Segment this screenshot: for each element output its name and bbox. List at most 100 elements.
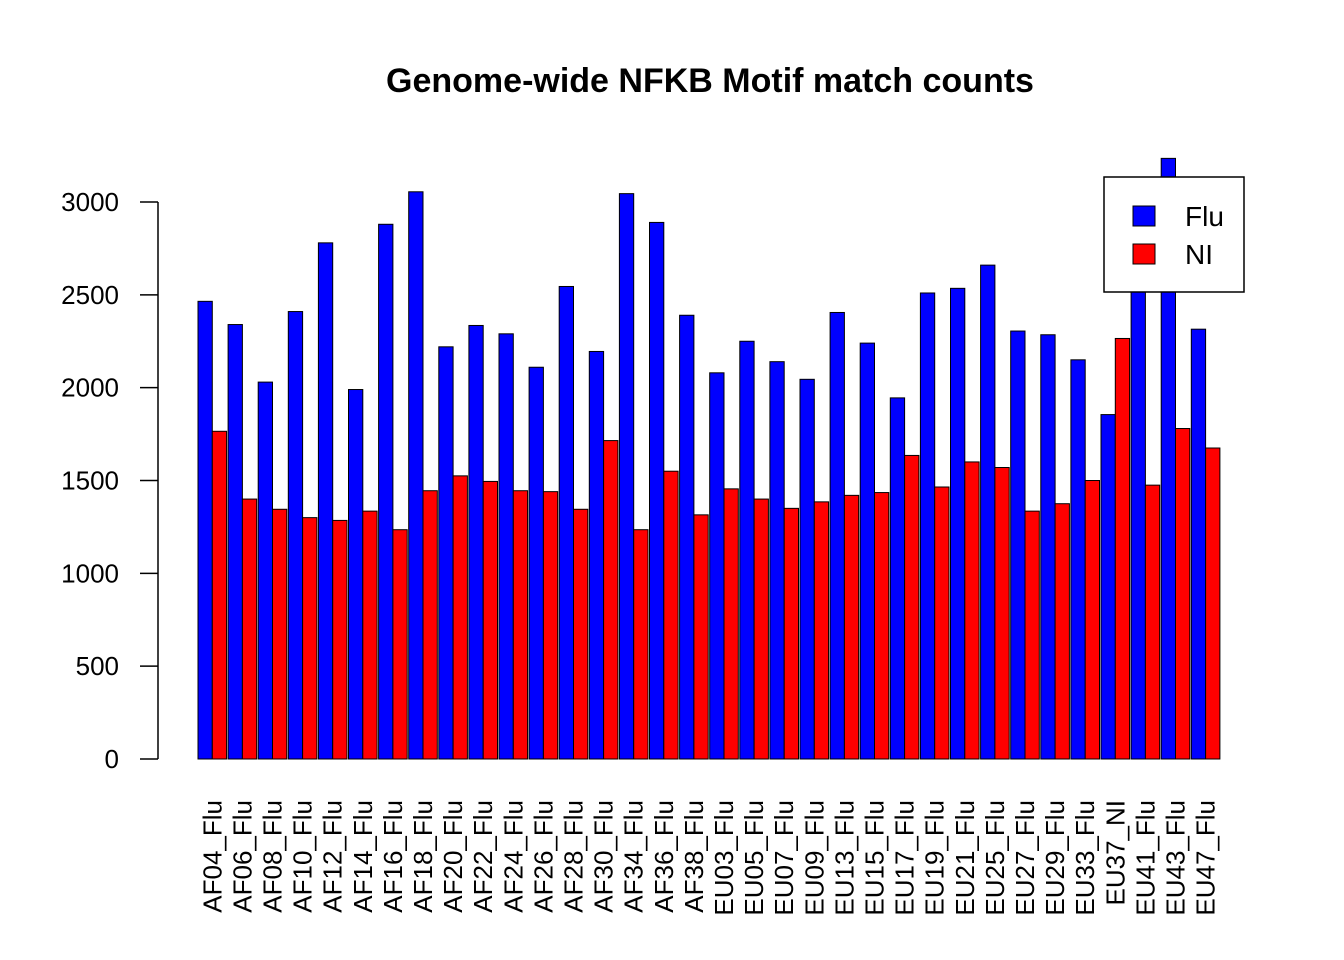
bar-ni (633, 529, 649, 760)
x-axis-labels: AF04_Flu AF06_Flu AF08_Flu AF10_Flu AF12_Flu… (197, 800, 1220, 916)
bar-flu (859, 342, 876, 760)
bar-flu (799, 378, 815, 760)
y-tick-label: 0 (105, 744, 119, 774)
bar-flu (739, 340, 755, 760)
bar-ni (422, 490, 438, 760)
x-tick-label: AF26_Flu (528, 800, 558, 913)
bar-flu (438, 346, 454, 760)
x-tick-label: AF04_Flu (197, 800, 227, 913)
x-tick-label: AF24_Flu (498, 800, 528, 913)
x-tick-label: EU25_Flu (980, 800, 1010, 916)
x-tick-label: AF38_Flu (679, 800, 709, 913)
x-tick-label: EU15_Flu (860, 800, 890, 916)
bar-ni (1024, 510, 1040, 760)
bar-ni (603, 440, 619, 760)
bar-ni (1114, 337, 1131, 760)
x-tick-label: EU03_Flu (709, 800, 739, 916)
chart-title: Genome-wide NFKB Motif match counts (386, 62, 1034, 100)
bar-ni (874, 492, 890, 760)
y-tick-label: 1500 (61, 466, 119, 496)
x-tick-label: AF36_Flu (649, 800, 679, 913)
x-tick-label: AF22_Flu (468, 800, 498, 913)
bar-ni (1175, 428, 1191, 760)
legend-swatch-flu (1132, 205, 1156, 227)
bar-flu (528, 366, 544, 760)
bar-ni (332, 519, 348, 760)
bar-flu (227, 324, 243, 760)
bar-flu (679, 314, 695, 760)
x-tick-label: EU17_Flu (890, 800, 920, 916)
bar-flu (618, 193, 635, 760)
bar-flu (317, 242, 334, 760)
bar-ni (452, 475, 468, 760)
x-tick-label: AF30_Flu (589, 800, 619, 913)
x-tick-label: EU13_Flu (829, 800, 859, 916)
bar-flu (287, 311, 304, 760)
x-tick-label: EU05_Flu (739, 800, 769, 916)
x-tick-label: EU33_Flu (1070, 800, 1100, 916)
legend: Flu NI (1103, 176, 1245, 293)
y-tick-label: 3000 (61, 187, 119, 217)
bar-flu (378, 223, 394, 760)
y-tick-label: 1000 (61, 558, 119, 588)
x-tick-label: EU37_NI (1100, 800, 1130, 906)
bar-flu (468, 324, 484, 760)
x-tick-label: AF16_Flu (378, 800, 408, 913)
bar-ni (1084, 480, 1100, 760)
bar-ni (964, 461, 980, 760)
bar-flu (348, 389, 364, 760)
bar-ni (1054, 503, 1070, 760)
bar-ni (693, 514, 709, 760)
bar-flu (257, 381, 274, 760)
bar-ni (904, 454, 920, 760)
bar-flu (889, 397, 906, 760)
bar-flu (980, 264, 996, 760)
bar-flu (408, 191, 424, 760)
bar-flu (1010, 330, 1026, 760)
x-tick-label: AF14_Flu (348, 800, 378, 913)
y-axis: 0 500 1000 1500 2000 2500 3000 (61, 187, 159, 774)
bar-ni (211, 430, 228, 760)
legend-swatch-ni (1132, 243, 1156, 265)
x-tick-label: AF10_Flu (288, 800, 318, 913)
x-tick-label: AF34_Flu (619, 800, 649, 913)
bar-ni (994, 467, 1010, 760)
x-tick-label: AF12_Flu (318, 800, 348, 913)
bar-ni (482, 480, 499, 760)
x-tick-label: EU43_Flu (1161, 800, 1191, 916)
bar-flu (829, 311, 845, 760)
bar-ni (272, 508, 288, 760)
bar-ni (302, 517, 318, 760)
x-tick-label: EU41_Flu (1130, 800, 1160, 916)
bar-flu (1100, 414, 1116, 760)
bar-ni (783, 507, 800, 760)
x-tick-label: EU27_Flu (1010, 800, 1040, 916)
x-tick-label: EU47_Flu (1191, 800, 1221, 916)
bar-ni (663, 470, 679, 760)
x-tick-label: EU21_Flu (950, 800, 980, 916)
legend-label-ni: NI (1185, 239, 1213, 270)
x-tick-label: AF08_Flu (258, 800, 288, 913)
legend-box (1103, 176, 1245, 293)
bar-flu (498, 333, 514, 760)
bar-flu (197, 300, 213, 760)
bar-flu (1040, 334, 1056, 760)
bar-flu (649, 221, 665, 760)
bar-flu (1190, 328, 1207, 760)
x-tick-label: AF28_Flu (559, 800, 589, 913)
bar-ni (813, 501, 830, 760)
x-tick-label: EU29_Flu (1040, 800, 1070, 916)
bar-ni (573, 508, 589, 760)
bar-flu (1130, 279, 1146, 760)
bar-ni (241, 498, 258, 760)
x-tick-label: EU09_Flu (799, 800, 829, 916)
y-tick-label: 2500 (61, 280, 119, 310)
bar-flu (588, 350, 605, 760)
x-tick-label: AF18_Flu (408, 800, 438, 913)
bar-ni (753, 498, 769, 760)
bar-ni (934, 486, 950, 760)
y-tick-label: 500 (76, 651, 119, 681)
x-tick-label: EU07_Flu (769, 800, 799, 916)
bar-flu (769, 361, 785, 760)
